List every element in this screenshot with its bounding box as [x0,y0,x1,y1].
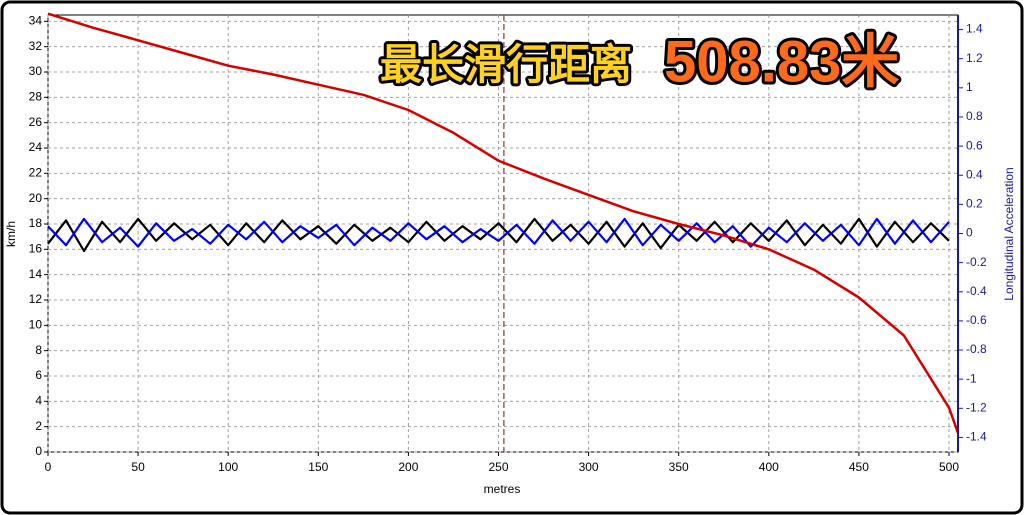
x-tick-label: 400 [759,460,779,474]
y-tick-label: 10 [29,318,43,332]
y2-tick-label: -1 [966,371,977,385]
y-tick-label: 4 [35,394,42,408]
y2-tick-label: -0.4 [966,284,987,298]
y2-tick-label: -0.6 [966,313,987,327]
series-line [47,12,960,434]
annotation-value: 508.83米 [664,29,899,94]
x-tick-label: 250 [488,460,508,474]
y-tick-label: 14 [29,267,43,281]
y-tick-label: 26 [29,115,43,129]
y-tick-label: 32 [29,39,43,53]
series-line [47,217,950,248]
y2-tick-label: -0.8 [966,342,987,356]
y-axis-label: km/h [4,221,18,247]
y-tick-label: 6 [35,368,42,382]
y-tick-label: 20 [29,191,43,205]
y-tick-label: 22 [29,166,43,180]
y2-tick-label: 0.8 [966,109,983,123]
y-tick-label: 12 [29,292,43,306]
y-tick-label: 34 [29,14,43,28]
x-axis-label: metres [484,482,521,496]
y-tick-label: 18 [29,216,43,230]
y2-tick-label: -1.4 [966,430,987,444]
series [47,12,960,434]
y2-axis-label: Longitudinal Acceleration [1002,167,1016,300]
annotation: 最长滑行距离 [380,41,632,88]
y-tick-label: 8 [35,343,42,357]
x-tick-label: 450 [849,460,869,474]
x-tick-label: 300 [579,460,599,474]
x-tick-label: 100 [218,460,238,474]
x-tick-label: 0 [45,460,52,474]
y2-tick-label: -1.2 [966,400,987,414]
y-tick-label: 16 [29,242,43,256]
y2-tick-label: 0 [966,226,973,240]
y-tick-label: 28 [29,90,43,104]
y2-tick-label: 1.4 [966,22,983,36]
y-tick-label: 2 [35,419,42,433]
x-tick-label: 200 [398,460,418,474]
x-tick-label: 350 [669,460,689,474]
y-tick-label: 24 [29,140,43,154]
x-tick-label: 50 [131,460,145,474]
x-tick-label: 150 [308,460,328,474]
y-tick-label: 0 [35,444,42,458]
x-tick-label: 500 [939,460,959,474]
y2-tick-label: 0.2 [966,197,983,211]
y-tick-label: 30 [29,64,43,78]
y2-tick-label: -0.2 [966,255,987,269]
y2-tick-label: 0.4 [966,167,983,181]
y2-tick-label: 0.6 [966,138,983,152]
y2-tick-label: 1 [966,80,973,94]
y2-tick-label: 1.2 [966,51,983,65]
